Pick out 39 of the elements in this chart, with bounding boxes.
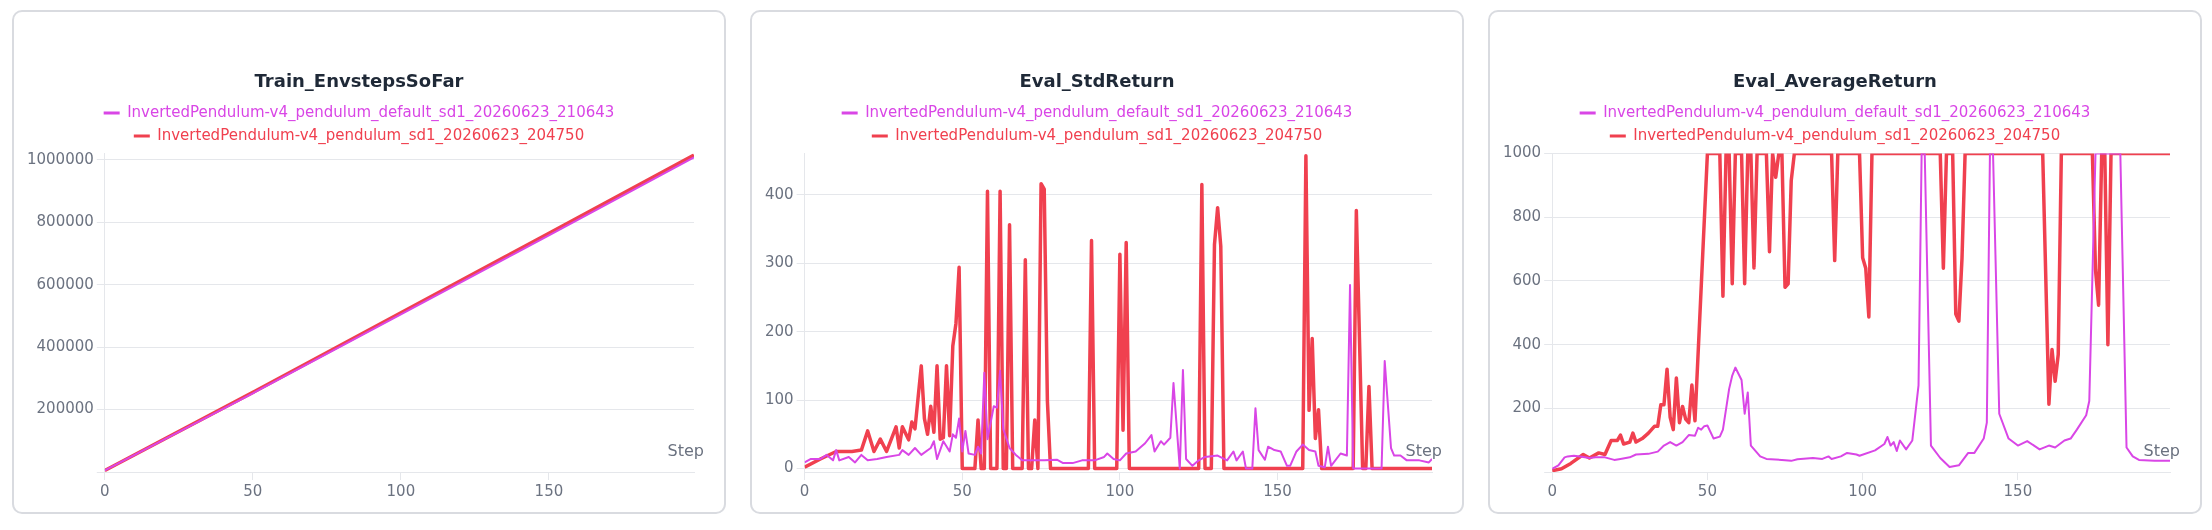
- x-tick-label: 0: [1547, 481, 1557, 500]
- x-tick-label: 150: [534, 481, 564, 500]
- y-tick-label: 1000000: [26, 149, 94, 168]
- legend-label: InvertedPendulum-v4_pendulum_sd1_20260623_204750: [157, 125, 585, 145]
- y-tick-label: 200000: [36, 399, 94, 418]
- y-tick-label: 200: [1512, 398, 1542, 417]
- x-tick-label: 100: [1848, 481, 1877, 500]
- x-tick-label: 100: [1105, 481, 1135, 500]
- x-tick-label: 50: [952, 481, 972, 500]
- x-tick-label: 150: [1263, 481, 1292, 500]
- x-tick-label: 0: [100, 481, 110, 500]
- legend-label: InvertedPendulum-v4_pendulum_sd1_20260623_204750: [1633, 125, 2061, 145]
- chart-title: Eval_AverageReturn: [1733, 70, 1937, 92]
- legend-label: InvertedPendulum-v4_pendulum_default_sd1_20260623_210643: [1603, 102, 2091, 122]
- y-tick-label: 800000: [36, 212, 94, 231]
- y-tick-label: 0: [784, 458, 794, 477]
- legend-label: InvertedPendulum-v4_pendulum_default_sd1_20260623_210643: [865, 102, 1353, 122]
- y-tick-label: 600: [1512, 270, 1542, 289]
- x-tick-label: 100: [386, 481, 416, 500]
- y-tick-label: 400000: [36, 337, 94, 356]
- y-tick-label: 400: [764, 184, 794, 203]
- x-tick-label: 50: [1697, 481, 1717, 500]
- x-tick-label: 50: [243, 481, 263, 500]
- chart-title: Eval_StdReturn: [1019, 70, 1175, 92]
- x-tick-label: 0: [799, 481, 810, 500]
- y-tick-label: 200: [764, 321, 794, 340]
- x-axis-title: Step: [2143, 441, 2180, 461]
- x-axis-title: Step: [1405, 441, 1442, 461]
- chart-title: Train_EnvstepsSoFar: [254, 70, 464, 92]
- y-tick-label: 800: [1512, 207, 1542, 226]
- y-tick-label: 300: [764, 253, 794, 272]
- x-axis-title: Step: [667, 441, 704, 461]
- y-tick-label: 600000: [36, 274, 94, 293]
- y-tick-label: 1000: [1502, 143, 1542, 162]
- x-tick-label: 150: [2003, 481, 2033, 500]
- legend-label: InvertedPendulum-v4_pendulum_sd1_20260623_204750: [895, 125, 1323, 145]
- legend-label: InvertedPendulum-v4_pendulum_default_sd1_20260623_210643: [127, 102, 615, 122]
- y-tick-label: 100: [764, 389, 794, 408]
- y-tick-label: 400: [1512, 334, 1542, 353]
